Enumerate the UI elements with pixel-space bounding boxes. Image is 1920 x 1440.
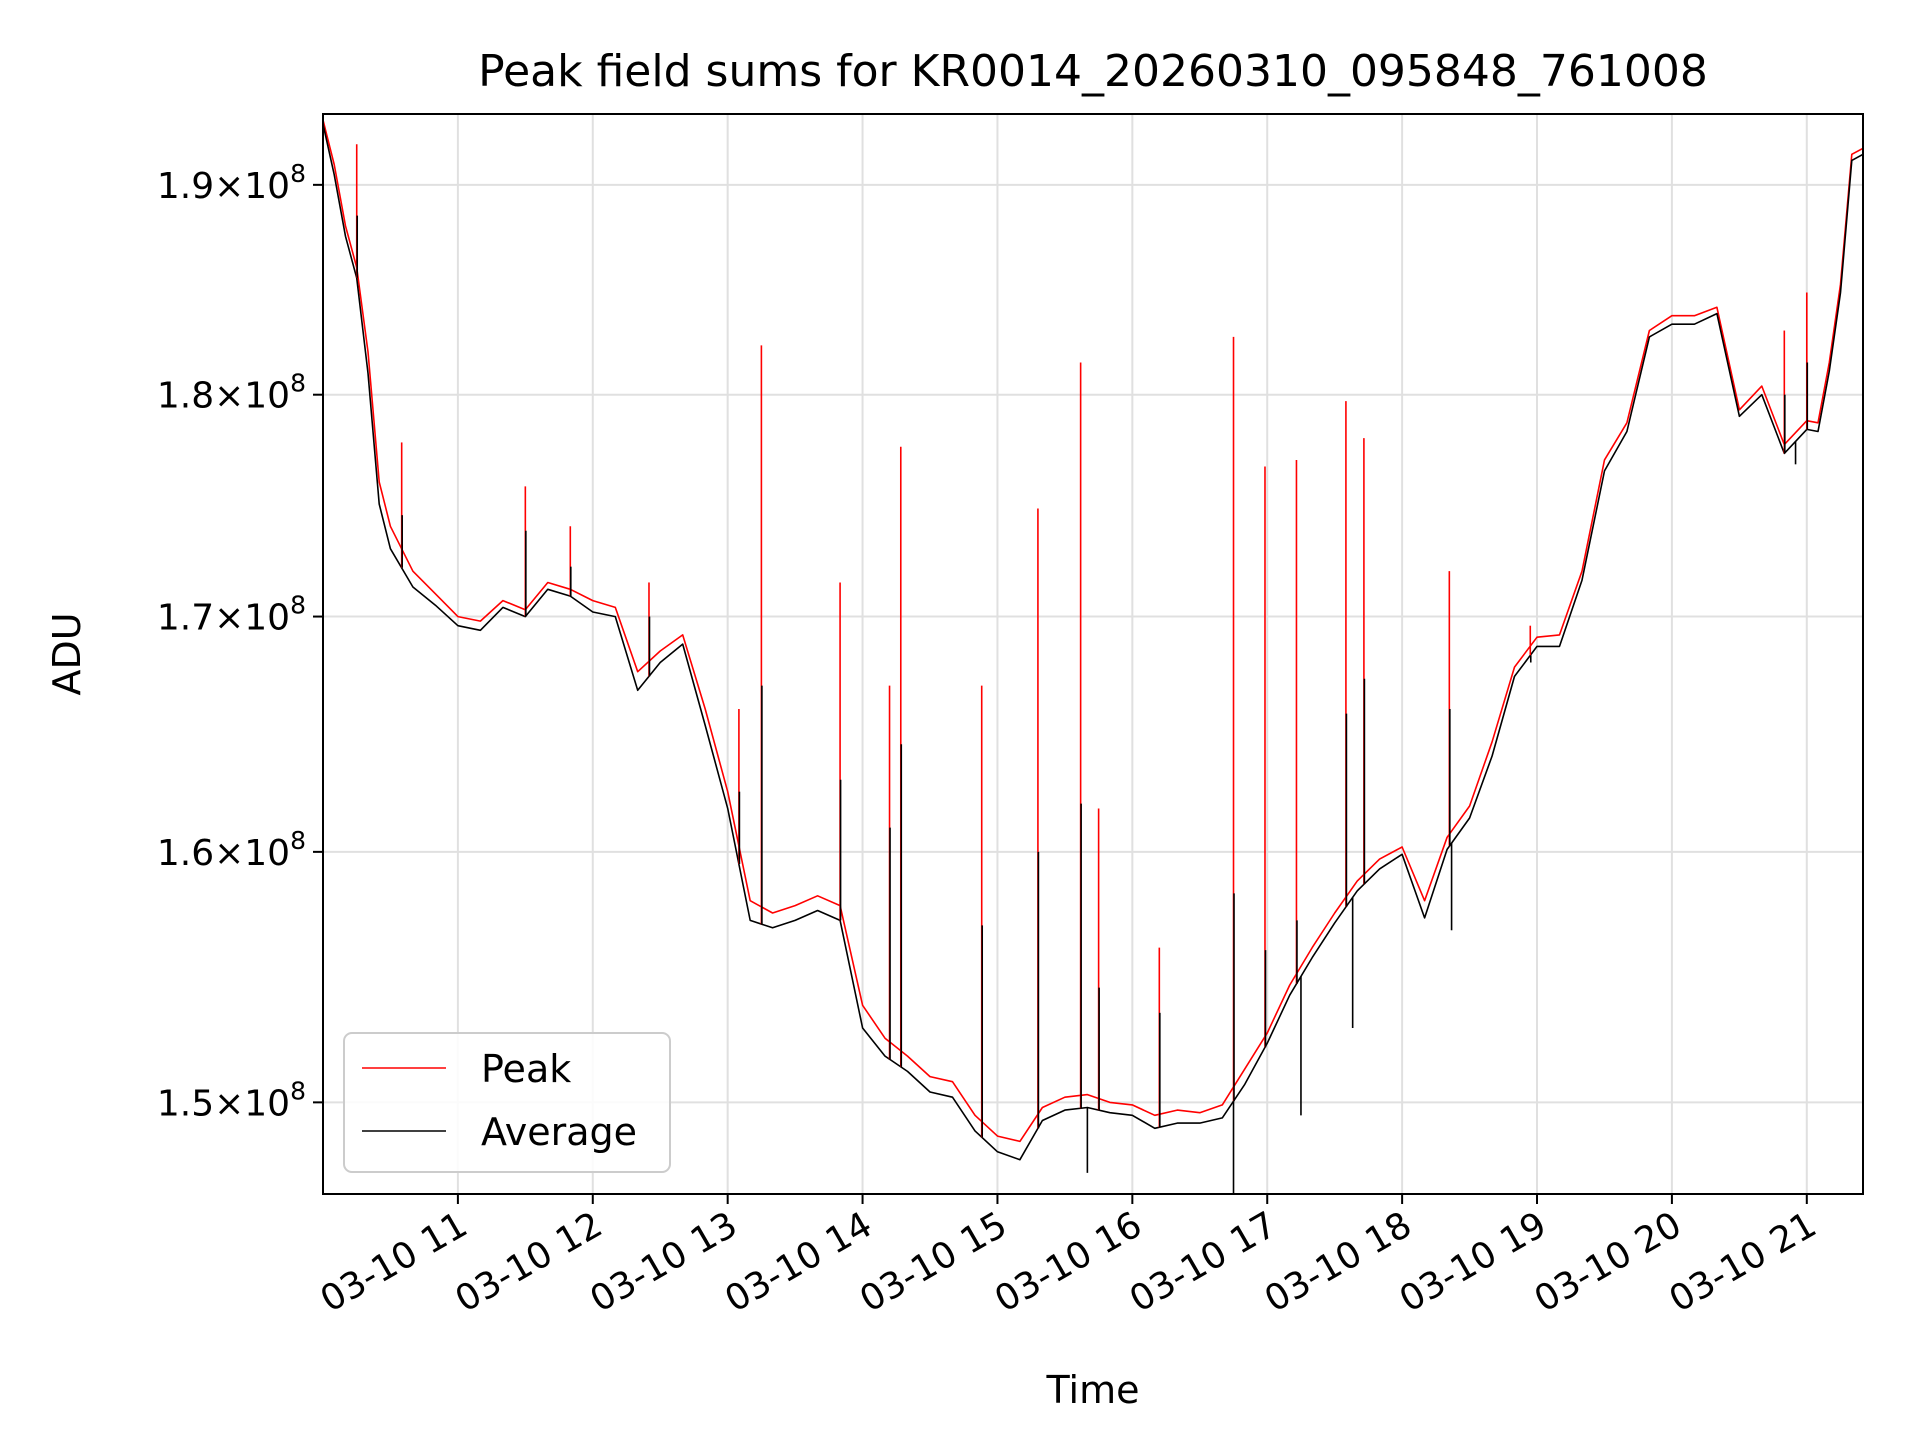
x-tick-label: 03-10 15: [853, 1204, 1014, 1320]
plot-frame: [322, 113, 1864, 1195]
y-axis: 1.5×108 1.6×108 1.7×108 1.8×108 1.9×108: [157, 159, 323, 1124]
y-tick-label: 1.9×108: [157, 159, 306, 207]
chart-title: Peak field sums for KR0014_20260310_0958…: [478, 46, 1708, 97]
y-tick-label: 1.6×108: [157, 826, 306, 874]
x-tick-label: 03-10 21: [1663, 1204, 1824, 1320]
x-tick-label: 03-10 19: [1393, 1204, 1554, 1320]
x-tick-label: 03-10 20: [1528, 1204, 1689, 1320]
series-line-peak: [323, 119, 1863, 1143]
x-tick-label: 03-10 13: [583, 1204, 744, 1320]
y-axis-label: ADU: [45, 612, 89, 695]
x-tick-label: 03-10 11: [314, 1204, 475, 1320]
x-tick-label: 03-10 17: [1123, 1204, 1284, 1320]
y-tick-label: 1.7×108: [157, 591, 306, 639]
grid: [323, 114, 1863, 1194]
legend-label-peak: Peak: [481, 1047, 571, 1091]
y-tick-label: 1.8×108: [157, 369, 306, 417]
x-tick-label: 03-10 16: [988, 1204, 1149, 1320]
series-line-average: [323, 123, 1863, 1161]
x-tick-label: 03-10 12: [449, 1204, 610, 1320]
x-tick-label: 03-10 14: [718, 1204, 879, 1320]
x-tick-label: 03-10 18: [1258, 1204, 1419, 1320]
x-axis-label: Time: [1046, 1368, 1140, 1412]
legend-label-average: Average: [481, 1110, 637, 1154]
legend: Peak Average: [343, 1032, 671, 1173]
plot-series: [323, 119, 1863, 1194]
y-tick-label: 1.5×108: [157, 1076, 306, 1124]
